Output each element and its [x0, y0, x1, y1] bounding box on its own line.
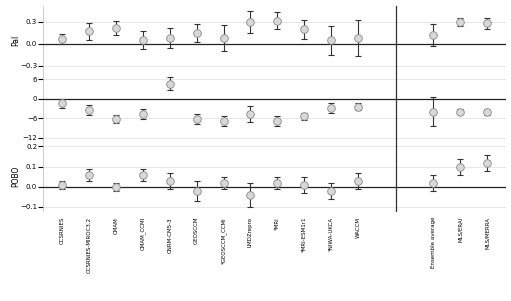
- Y-axis label: Pal: Pal: [11, 35, 20, 46]
- Y-axis label: POBO: POBO: [11, 166, 20, 187]
